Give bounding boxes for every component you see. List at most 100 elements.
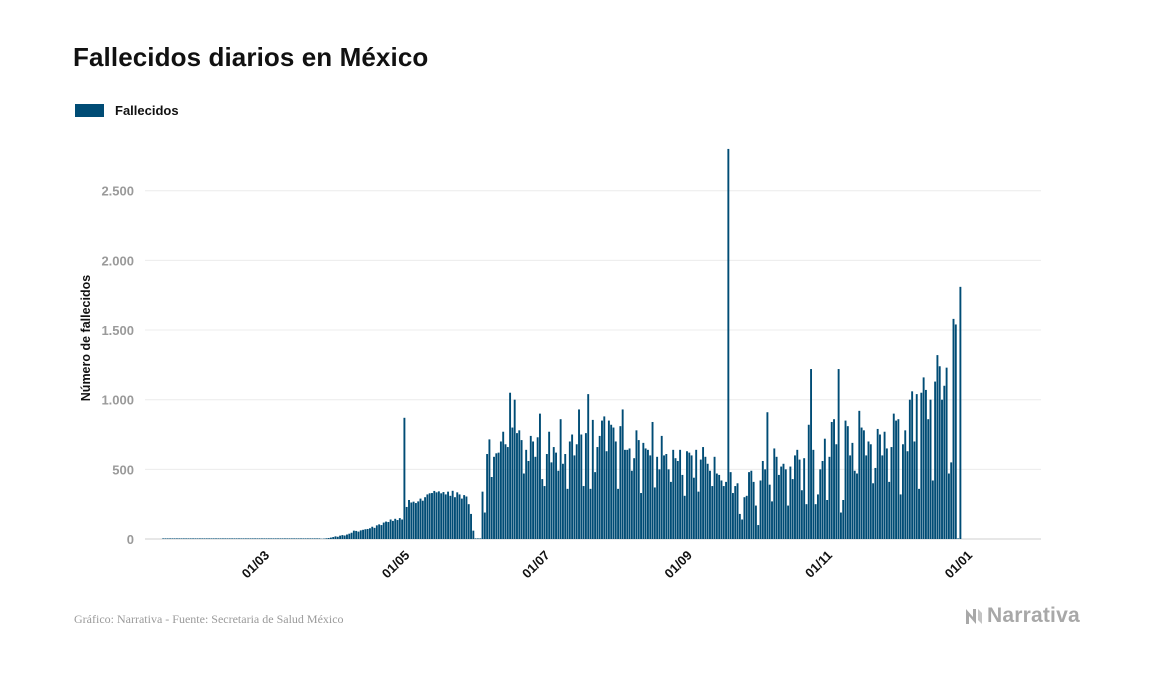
bar: [499, 441, 502, 539]
bar: [396, 520, 399, 539]
bar: [805, 504, 808, 539]
bar: [748, 472, 750, 539]
bar: [897, 419, 900, 539]
bar: [954, 324, 957, 539]
bar: [589, 488, 592, 539]
bar: [839, 512, 842, 539]
bar: [357, 531, 360, 539]
bar: [665, 454, 668, 539]
bar: [947, 473, 950, 539]
bar: [821, 460, 824, 539]
bar: [656, 456, 659, 539]
bar: [247, 538, 250, 539]
bar: [605, 451, 608, 539]
bar: [637, 440, 640, 539]
bar: [552, 447, 555, 539]
bar: [761, 460, 764, 539]
bar: [750, 470, 753, 539]
bar: [527, 460, 530, 539]
bar: [800, 490, 803, 539]
bar: [610, 424, 613, 539]
bar: [934, 381, 937, 539]
bar: [812, 449, 815, 539]
bar: [630, 470, 633, 539]
bar: [743, 497, 746, 539]
bar: [646, 449, 649, 539]
bar: [536, 437, 539, 539]
bar: [272, 538, 275, 539]
bar: [244, 538, 247, 539]
chart-title: Fallecidos diarios en México: [73, 42, 429, 72]
bar: [405, 506, 408, 539]
bar: [228, 538, 231, 539]
bars: [162, 148, 962, 539]
bar: [876, 428, 879, 539]
bar: [888, 481, 891, 539]
y-tick-label: 2.500: [101, 184, 134, 199]
bar: [534, 456, 537, 539]
bar: [541, 479, 544, 539]
bar: [814, 504, 817, 539]
bar: [306, 538, 309, 539]
bar: [502, 431, 505, 539]
bar: [617, 488, 620, 539]
bar: [796, 449, 799, 539]
y-tick-label: 0: [127, 532, 134, 547]
bar: [784, 469, 787, 539]
x-tick-label: 01/03: [239, 548, 273, 582]
bar: [686, 451, 688, 539]
bar: [867, 441, 870, 539]
x-tick-label: 01/07: [519, 548, 553, 582]
bar: [771, 501, 773, 539]
bar: [201, 538, 204, 539]
bar: [575, 444, 578, 539]
bar: [362, 529, 365, 539]
bar: [621, 409, 624, 539]
bar: [624, 449, 626, 539]
bar: [309, 538, 312, 539]
bar: [474, 538, 477, 539]
bar: [281, 538, 284, 539]
bar: [238, 538, 240, 539]
bar: [428, 493, 431, 539]
bar: [182, 538, 185, 539]
bar: [566, 488, 569, 539]
bar: [635, 430, 638, 539]
bar: [300, 538, 302, 539]
bar: [578, 409, 580, 539]
bar: [791, 479, 794, 539]
bar: [249, 538, 252, 539]
bar: [401, 519, 404, 539]
bar: [890, 447, 893, 539]
bar: [373, 527, 376, 539]
bar: [681, 474, 684, 539]
bar: [573, 455, 576, 539]
bar: [355, 530, 358, 539]
bar: [431, 493, 433, 539]
bar: [924, 389, 927, 539]
bar: [251, 538, 254, 539]
bar: [856, 473, 858, 539]
bar: [941, 399, 943, 539]
bar: [849, 455, 852, 539]
bar: [757, 525, 760, 539]
bar: [435, 492, 438, 539]
bar: [649, 455, 652, 539]
bar: [212, 538, 215, 539]
bar: [417, 501, 420, 539]
bar: [672, 449, 675, 539]
bar: [451, 490, 454, 539]
bar: [711, 486, 714, 539]
narrativa-logo-icon: [966, 609, 982, 624]
bar: [346, 534, 348, 539]
x-tick-label: 01/09: [661, 548, 695, 582]
bar: [628, 448, 631, 539]
bar: [187, 538, 190, 539]
bar: [318, 538, 321, 539]
brand-name: Narrativa: [987, 604, 1080, 627]
bar: [394, 518, 397, 539]
bar: [598, 435, 601, 539]
bar: [754, 505, 757, 539]
bar: [787, 505, 790, 539]
bar: [419, 498, 422, 539]
